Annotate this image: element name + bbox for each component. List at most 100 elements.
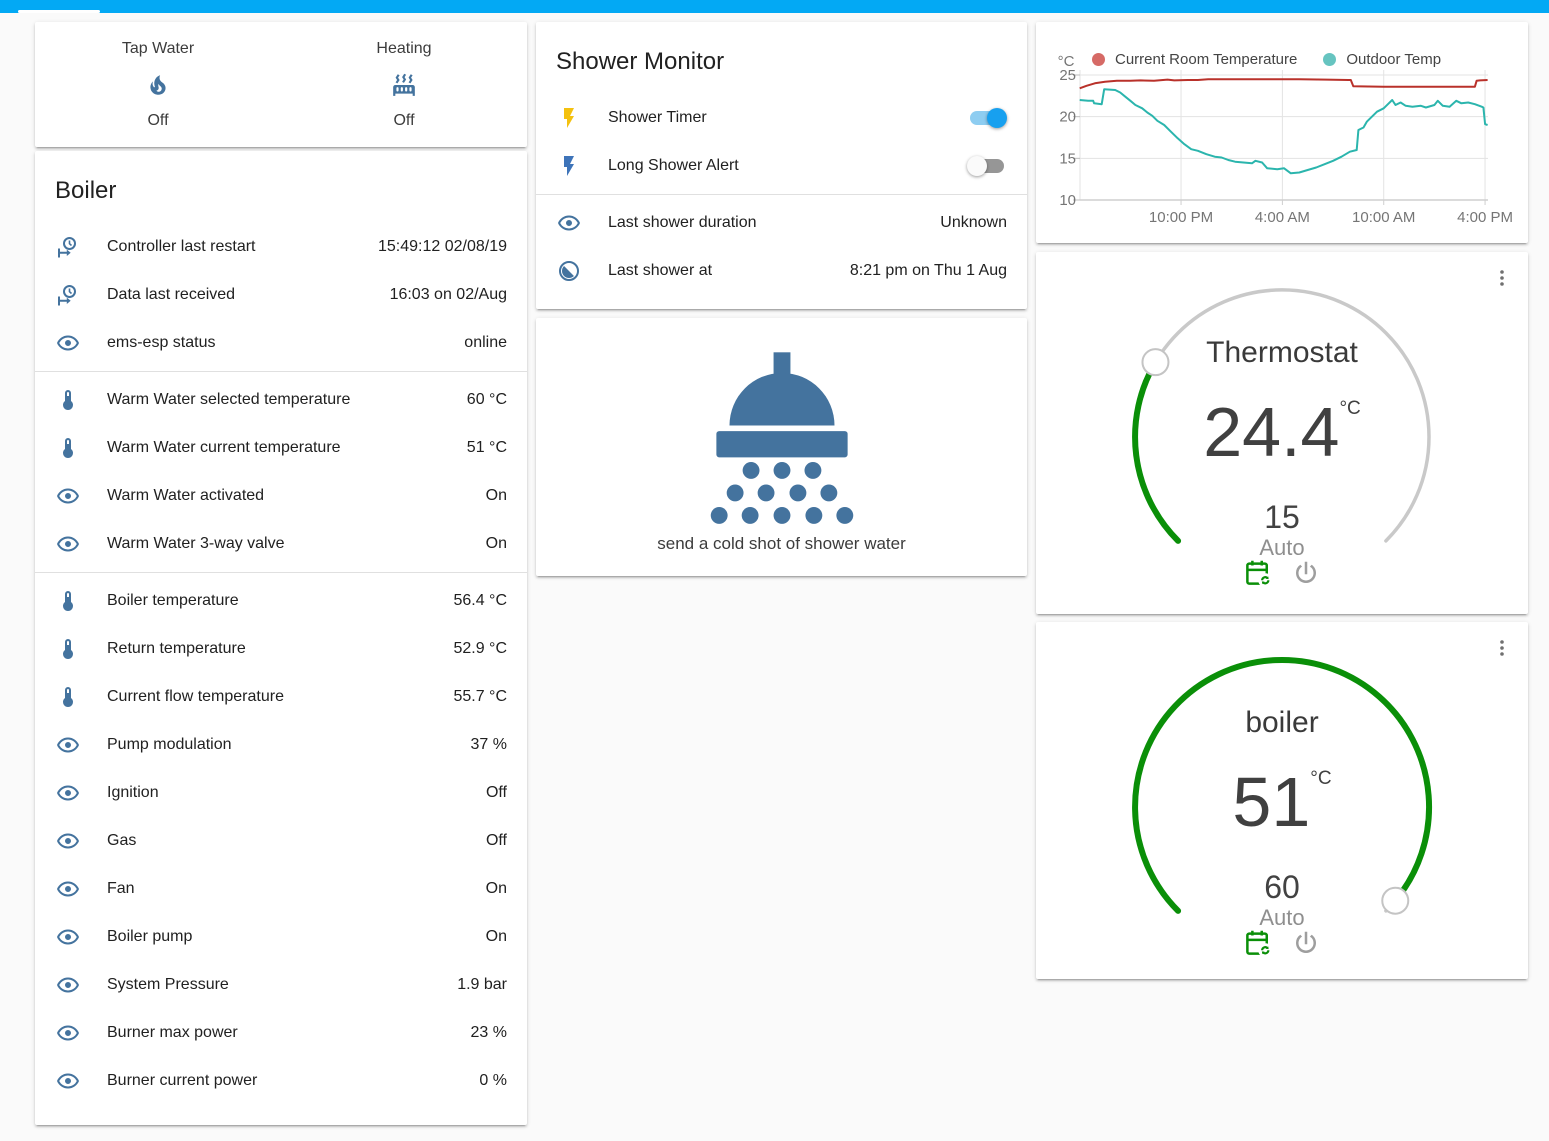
entity-value: 23 %: [470, 1024, 507, 1041]
flash-icon: [557, 154, 581, 178]
thermostat-dial[interactable]: [1036, 252, 1528, 614]
thermometer-icon: [56, 589, 80, 613]
entity-row[interactable]: Last shower duration Unknown: [536, 199, 1027, 247]
entity-value: 56.4 °C: [453, 592, 507, 609]
entity-row[interactable]: Boiler pump On: [35, 913, 527, 961]
temperature-unit: °C: [1339, 398, 1361, 419]
toggle-switch[interactable]: [967, 108, 1007, 128]
clock-start-icon: [56, 283, 80, 307]
glance-entity-heating[interactable]: Heating Off: [281, 40, 527, 130]
eye-icon: [56, 484, 80, 508]
entity-state: Off: [147, 111, 169, 129]
boiler-dial[interactable]: [1036, 622, 1528, 979]
entity-value: On: [485, 535, 507, 552]
hvac-mode: Auto: [1259, 535, 1305, 560]
clock-time-icon: [557, 259, 581, 283]
entity-label: Controller last restart: [107, 238, 256, 255]
target-temperature: 15: [1264, 499, 1300, 535]
mode-buttons: [1036, 928, 1528, 958]
power-icon[interactable]: [1291, 928, 1321, 958]
entity-label: Long Shower Alert: [608, 157, 739, 174]
legend-dot: [1092, 53, 1105, 66]
entity-row[interactable]: Controller last restart 15:49:12 02/08/19: [35, 223, 527, 271]
glance-entity-tap-water[interactable]: Tap Water Off: [35, 40, 281, 130]
entity-value: 60 °C: [466, 391, 507, 408]
toggle-switch[interactable]: [967, 156, 1007, 176]
legend-label: Current Room Temperature: [1115, 51, 1298, 68]
entity-label: Last shower duration: [608, 214, 757, 231]
svg-text:4:00 AM: 4:00 AM: [1255, 209, 1310, 226]
entity-label: Boiler pump: [107, 928, 193, 945]
legend-item-room: Current Room Temperature: [1092, 51, 1297, 68]
entity-row[interactable]: Last shower at 8:21 pm on Thu 1 Aug: [536, 247, 1027, 295]
calendar-sync-icon[interactable]: [1243, 558, 1273, 588]
entity-label: Current flow temperature: [107, 688, 284, 705]
entity-rows-section: Warm Water selected temperature 60 °C Warm…: [35, 376, 527, 568]
shower-head-icon: [707, 352, 857, 527]
entity-value: 51 °C: [466, 439, 507, 456]
thermometer-icon: [56, 436, 80, 460]
power-icon[interactable]: [1291, 558, 1321, 588]
gauge-title: boiler: [1245, 706, 1319, 739]
dots-vertical-icon[interactable]: [1490, 266, 1514, 290]
entity-row[interactable]: Current flow temperature 55.7 °C: [35, 673, 527, 721]
entity-row[interactable]: Data last received 16:03 on 02/Aug: [35, 271, 527, 319]
svg-text:10:00 AM: 10:00 AM: [1352, 209, 1415, 226]
entity-row[interactable]: Burner max power 23 %: [35, 1009, 527, 1057]
eye-icon: [56, 733, 80, 757]
entity-label: Warm Water selected temperature: [107, 391, 351, 408]
entity-row[interactable]: Warm Water current temperature 51 °C: [35, 424, 527, 472]
entity-value: Off: [485, 784, 507, 801]
entity-label: Warm Water 3-way valve: [107, 535, 285, 552]
entity-state: Off: [393, 111, 415, 129]
card-title: Shower Monitor: [556, 48, 725, 75]
entity-row[interactable]: System Pressure 1.9 bar: [35, 961, 527, 1009]
current-temperature: 51 °C: [1036, 764, 1528, 841]
entity-row[interactable]: Ignition Off: [35, 769, 527, 817]
temperature-history-chart: °C25 20 15 10 10:00 PM 4:00 AM 10:00 AM 4:00 PM: [1058, 53, 1513, 226]
shower-monitor-card: Shower Monitor Shower Timer Long Shower A…: [536, 22, 1027, 309]
active-tab-indicator[interactable]: [18, 10, 100, 13]
thermometer-icon: [56, 388, 80, 412]
entity-row[interactable]: Warm Water 3-way valve On: [35, 520, 527, 568]
entity-label: Ignition: [107, 784, 159, 801]
entity-row[interactable]: Shower Timer: [536, 94, 1027, 142]
fire-icon: [145, 72, 171, 98]
dots-vertical-icon[interactable]: [1490, 636, 1514, 660]
entity-row[interactable]: Gas Off: [35, 817, 527, 865]
eye-icon: [56, 781, 80, 805]
shower-action-card[interactable]: send a cold shot of shower water: [536, 318, 1027, 576]
divider: [35, 572, 527, 573]
eye-icon: [56, 829, 80, 853]
entity-label: Gas: [107, 832, 137, 849]
entity-row[interactable]: Long Shower Alert: [536, 142, 1027, 190]
entity-row[interactable]: Warm Water activated On: [35, 472, 527, 520]
entity-rows-section: Boiler temperature 56.4 °C Return temperat…: [35, 577, 527, 1105]
entity-row[interactable]: Return temperature 52.9 °C: [35, 625, 527, 673]
entity-value: On: [485, 880, 507, 897]
thermostat-card: Thermostat 24.4 °C 15 Auto: [1036, 252, 1528, 614]
shower-action-label: send a cold shot of shower water: [657, 534, 906, 553]
entity-row[interactable]: ems-esp status online: [35, 319, 527, 367]
slider-handle[interactable]: [1141, 348, 1170, 377]
svg-text:15: 15: [1059, 150, 1076, 167]
entity-value: online: [464, 334, 507, 351]
boiler-card: Boiler Controller last restart 15:49:12 0…: [35, 151, 527, 1125]
entity-row[interactable]: Pump modulation 37 %: [35, 721, 527, 769]
entity-row[interactable]: Burner current power 0 %: [35, 1057, 527, 1105]
card-title: Boiler: [55, 177, 117, 204]
calendar-sync-icon[interactable]: [1243, 928, 1273, 958]
entity-label: Return temperature: [107, 640, 246, 657]
slider-handle[interactable]: [1381, 886, 1410, 915]
entity-label: Data last received: [107, 286, 236, 303]
entity-label: System Pressure: [107, 976, 229, 993]
temperature-value: 51: [1232, 763, 1311, 841]
entity-row[interactable]: Fan On: [35, 865, 527, 913]
svg-text:20: 20: [1059, 109, 1076, 126]
entity-row[interactable]: Boiler temperature 56.4 °C: [35, 577, 527, 625]
entity-value: 0 %: [479, 1072, 507, 1089]
hvac-mode: Auto: [1259, 905, 1305, 930]
entity-value: 37 %: [470, 736, 507, 753]
entity-row[interactable]: Warm Water selected temperature 60 °C: [35, 376, 527, 424]
